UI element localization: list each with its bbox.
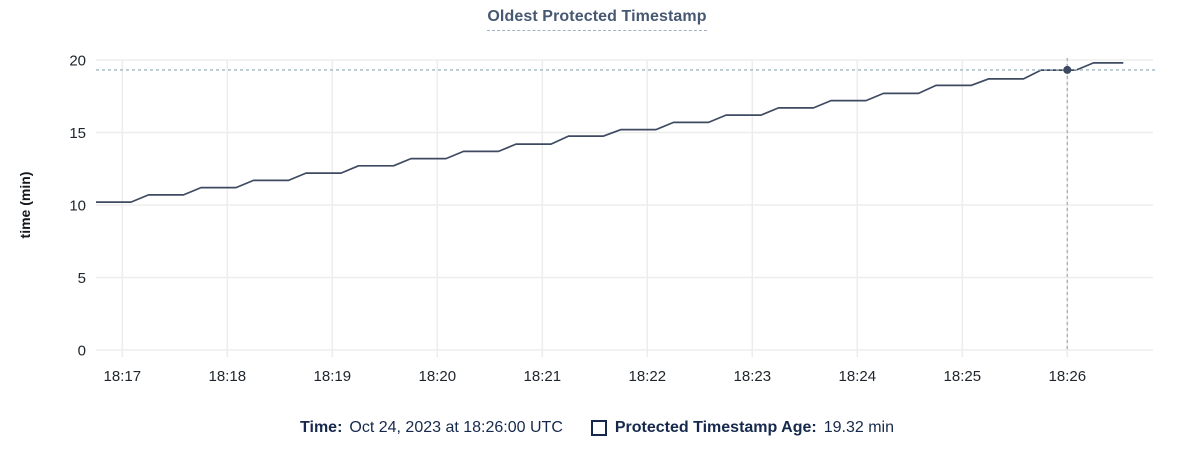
x-tick-label: 18:26 [1049, 368, 1087, 385]
series-hover-value: 19.32 min [823, 419, 894, 436]
series-checkbox-icon[interactable] [590, 420, 607, 436]
hover-dot [1063, 65, 1072, 74]
chart-title[interactable]: Oldest Protected Timestamp [487, 8, 707, 31]
y-tick-label: 20 [69, 53, 86, 70]
legend-series-toggle[interactable]: Protected Timestamp Age: 19.32 min [590, 419, 894, 437]
x-tick-label: 18:24 [839, 368, 877, 385]
x-tick-label: 18:18 [209, 368, 247, 385]
hover-legend: Time: Oct 24, 2023 at 18:26:00 UTC Prote… [0, 419, 1194, 437]
hover-time-value: Oct 24, 2023 at 18:26:00 UTC [349, 419, 563, 436]
series-line [96, 62, 1124, 203]
y-tick-label: 10 [69, 198, 86, 215]
y-tick-label: 0 [78, 343, 86, 360]
x-tick-label: 18:25 [944, 368, 982, 385]
chart-header: Oldest Protected Timestamp [0, 8, 1194, 31]
x-tick-label: 18:19 [314, 368, 352, 385]
series-name-label: Protected Timestamp Age: [614, 419, 817, 436]
hover-time-group: Time: Oct 24, 2023 at 18:26:00 UTC [300, 419, 563, 437]
line-chart[interactable]: 0 5 10 15 20 18:17 18:18 18:19 18:20 18:21 18:22 18… [0, 0, 1194, 400]
y-tick-label: 5 [78, 270, 86, 287]
hover-time-label: Time: [300, 419, 343, 436]
x-tick-label: 18:22 [629, 368, 667, 385]
y-axis-title: time (min) [17, 172, 33, 239]
y-tick-label: 15 [69, 125, 86, 142]
x-tick-label: 18:17 [104, 368, 142, 385]
x-tick-label: 18:23 [734, 368, 772, 385]
x-tick-label: 18:21 [524, 368, 562, 385]
x-tick-label: 18:20 [419, 368, 457, 385]
